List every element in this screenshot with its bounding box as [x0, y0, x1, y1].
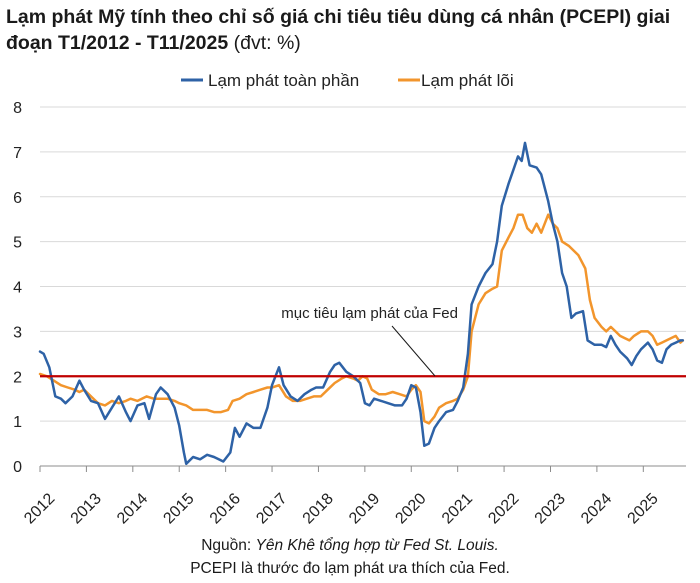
- x-tick-label: 2016: [207, 490, 244, 527]
- chart-title-main: Lạm phát Mỹ tính theo chỉ số giá chi tiê…: [6, 6, 671, 54]
- x-tick-label: 2025: [625, 490, 662, 527]
- y-tick-label: 5: [13, 235, 22, 252]
- y-tick-label: 2: [13, 369, 22, 386]
- source-line: Nguồn: Yên Khê tổng hợp từ Fed St. Louis…: [0, 537, 700, 555]
- x-tick-label: 2014: [114, 490, 151, 527]
- y-axis-tick-labels: 0 1 2 3 4 5 6 7 8: [13, 100, 22, 476]
- legend-label: Lạm phát toàn phần: [208, 71, 359, 90]
- annotation-label: mục tiêu lạm phát của Fed: [281, 305, 458, 322]
- y-tick-label: 0: [13, 459, 22, 476]
- x-tick-label: 2021: [439, 490, 476, 527]
- chart-title-unit: (đvt: %): [228, 32, 301, 54]
- legend: Lạm phát toàn phần Lạm phát lõi: [181, 71, 514, 90]
- x-tick-label: 2018: [300, 490, 337, 527]
- data-series: [38, 141, 685, 466]
- y-tick-label: 1: [13, 414, 22, 431]
- x-tick-label: 2015: [160, 490, 197, 527]
- series-line-core-inflation: [38, 213, 685, 425]
- y-tick-label: 4: [13, 280, 22, 297]
- x-tick-label: 2024: [578, 490, 615, 527]
- footer-note: PCEPI là thước đo lạm phát ưa thích của …: [190, 560, 510, 577]
- annotation-pointer: [391, 325, 436, 377]
- x-tick-label: 2013: [68, 490, 105, 527]
- x-tick-label: 2022: [485, 490, 522, 527]
- x-tick-label: 2019: [346, 490, 383, 527]
- y-tick-label: 3: [13, 324, 22, 341]
- x-tick-label: 2017: [253, 490, 290, 527]
- source-prefix: Nguồn:: [201, 537, 256, 554]
- gridlines: [40, 106, 686, 422]
- y-tick-label: 8: [13, 100, 22, 117]
- legend-label: Lạm phát lõi: [421, 71, 514, 90]
- x-tick-label: 2020: [392, 490, 429, 527]
- source-text: Yên Khê tổng hợp từ Fed St. Louis.: [255, 537, 499, 554]
- x-tick-label: 2012: [21, 490, 58, 527]
- annotation: mục tiêu lạm phát của Fed: [281, 305, 458, 377]
- y-tick-label: 6: [13, 190, 22, 207]
- x-axis: 2012 2013 2014 2015 2016 2017 2018 2019 2020 2021…: [21, 465, 686, 527]
- x-tick-label: 2023: [532, 490, 569, 527]
- series-line-headline-inflation: [38, 141, 685, 466]
- y-tick-label: 7: [13, 145, 22, 162]
- chart-title: Lạm phát Mỹ tính theo chỉ số giá chi tiê…: [6, 4, 696, 56]
